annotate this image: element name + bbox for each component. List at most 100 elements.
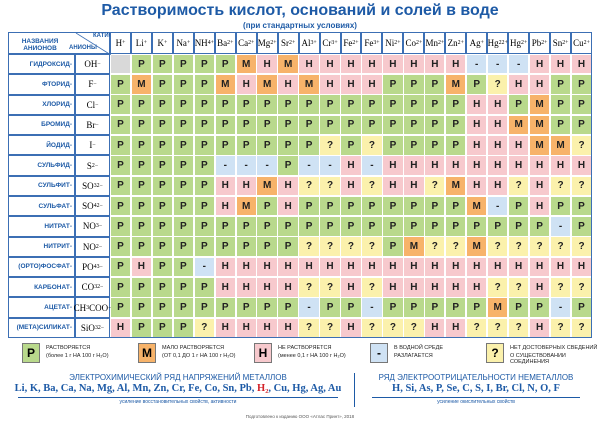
anion-formula: SO 3 2−: [75, 175, 110, 196]
ion-part: Na: [176, 38, 187, 48]
solubility-cell: Н: [508, 156, 529, 175]
series-item: Se: [446, 383, 458, 394]
solubility-cell: Р: [110, 237, 131, 257]
solubility-cell: Н: [425, 54, 445, 74]
solubility-cell: М: [299, 75, 319, 94]
solubility-cell: Р: [194, 298, 214, 317]
solubility-cell: Н: [488, 176, 508, 196]
anion-name: (ОРТО)ФОСФАТ-: [8, 256, 75, 278]
series-item: Co: [204, 383, 218, 394]
solubility-cell: -: [362, 298, 382, 317]
solubility-cell: Р: [152, 318, 173, 338]
solubility-cell: Р: [299, 196, 319, 216]
solubility-cell: Н: [341, 156, 361, 175]
solubility-cell: Р: [299, 115, 319, 135]
legend-symbol: -: [370, 343, 388, 363]
solubility-cell: Р: [152, 115, 173, 135]
series-item: F: [553, 383, 560, 394]
ion-part: Cu: [573, 38, 584, 48]
solubility-cell: Р: [215, 217, 235, 236]
cation-header: Li +: [130, 32, 152, 54]
series-item: Fe: [188, 383, 200, 394]
solubility-cell: Р: [236, 115, 256, 135]
solubility-cell: Р: [278, 237, 298, 257]
cation-header: Zn 2+: [445, 32, 467, 54]
series-item: Na: [78, 383, 92, 394]
solubility-cell: Р: [131, 115, 152, 135]
series-item: Au: [327, 383, 342, 394]
cation-header: NH 4 +: [193, 32, 215, 54]
ion-part: Fe: [364, 38, 374, 48]
solubility-cell: Н: [425, 277, 445, 297]
solubility-cell: ?: [299, 237, 319, 257]
ion-part: Fe: [343, 38, 353, 48]
solubility-cell: ?: [488, 75, 508, 94]
anion-formula: NO 2−: [75, 236, 110, 257]
solubility-cell: Р: [278, 156, 298, 175]
solubility-cell: Н: [529, 277, 550, 297]
solubility-cell: Н: [529, 196, 550, 216]
solubility-cell: Р: [236, 135, 256, 155]
solubility-cell: Р: [152, 277, 173, 297]
solubility-cell: Р: [425, 115, 445, 135]
solubility-cell: Р: [550, 75, 571, 94]
solubility-cell: Р: [194, 176, 214, 196]
ion-part: S: [86, 160, 92, 171]
ion-part: Br: [86, 119, 96, 130]
solubility-cell: Р: [299, 217, 319, 236]
solubility-cell: Р: [173, 318, 193, 338]
solubility-cell: Н: [383, 257, 403, 277]
solubility-cell: Р: [529, 298, 550, 317]
solubility-cell: ?: [362, 237, 382, 257]
solubility-cell: ?: [488, 277, 508, 297]
solubility-cell: -: [508, 54, 529, 74]
solubility-cell: Р: [278, 217, 298, 236]
solubility-cell: Р: [194, 196, 214, 216]
solubility-cell: Р: [173, 95, 193, 115]
solubility-cell: Р: [404, 115, 424, 135]
anion-name: НИТРИТ-: [8, 236, 75, 257]
anion-name: ГИДРОКСИД-: [8, 54, 75, 75]
series-item: Ba: [43, 383, 56, 394]
solubility-cell: Н: [236, 277, 256, 297]
solubility-cell: Р: [571, 75, 592, 94]
solubility-cell: Н: [488, 95, 508, 115]
corner-anions: АНИОНЫ: [69, 45, 97, 51]
legend-symbol: ?: [486, 343, 504, 363]
solubility-cell: Н: [404, 54, 424, 74]
solubility-cell: Р: [194, 54, 214, 74]
solubility-cell: Н: [467, 135, 487, 155]
solubility-cell: Н: [425, 318, 445, 338]
anion-name: КАРБОНАТ-: [8, 277, 75, 298]
solubility-cell: Р: [152, 75, 173, 94]
ion-part: Hg: [487, 38, 499, 48]
legend-symbol: Н: [254, 343, 272, 363]
solubility-cell: М: [257, 75, 277, 94]
solubility-cell: М: [550, 135, 571, 155]
ion-part: CH: [73, 302, 87, 313]
solubility-cell: Р: [110, 75, 131, 94]
ion-part: Mg: [257, 38, 271, 48]
anion-name: (МЕТА)СИЛИКАТ-: [8, 317, 75, 338]
solubility-cell: Р: [152, 237, 173, 257]
solubility-cell: Н: [215, 277, 235, 297]
solubility-cell: Р: [404, 196, 424, 216]
solubility-cell: ?: [550, 237, 571, 257]
series-item: I: [486, 383, 491, 394]
solubility-cell: Р: [278, 135, 298, 155]
solubility-cell: Р: [173, 257, 193, 277]
solubility-cell: Р: [508, 196, 529, 216]
solubility-cell: ?: [362, 277, 382, 297]
solubility-cell: ?: [550, 277, 571, 297]
solubility-cell: Р: [467, 298, 487, 317]
solubility-cell: Р: [467, 217, 487, 236]
solubility-cell: -: [550, 217, 571, 236]
solubility-cell: Р: [110, 257, 131, 277]
solubility-cell: Н: [236, 176, 256, 196]
solubility-cell: Н: [467, 277, 487, 297]
ion-part: NH: [194, 38, 208, 48]
solubility-cell: Р: [299, 95, 319, 115]
solubility-cell: Р: [152, 257, 173, 277]
cation-header: Mg 2+: [256, 32, 278, 54]
